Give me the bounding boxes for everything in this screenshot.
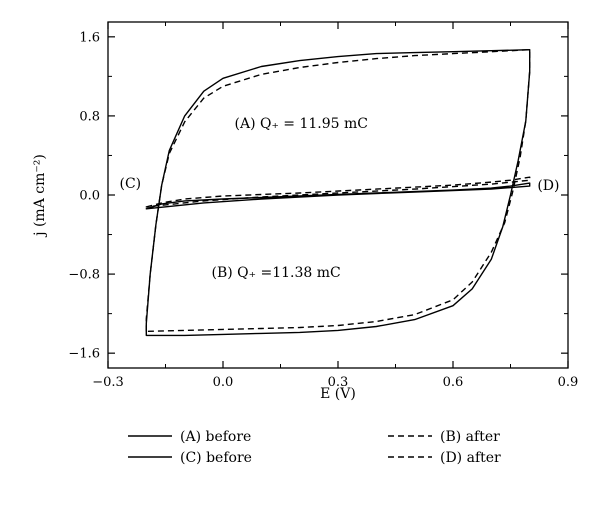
- series-line-2: [145, 49, 531, 333]
- x-tick-label: 0.6: [443, 375, 464, 390]
- x-tick-label: 0.3: [328, 375, 349, 390]
- y-tick-label: 0.0: [79, 189, 100, 204]
- y-tick-label: −0.8: [68, 268, 100, 283]
- annotation-3: (C): [120, 176, 142, 192]
- series-layer: [145, 49, 531, 337]
- legend-label: (C) before: [180, 450, 252, 466]
- major-ticks: [107, 22, 569, 368]
- legend-label: (A) before: [180, 429, 251, 445]
- y-tick-label: 0.8: [79, 109, 100, 124]
- x-tick-label: −0.3: [92, 375, 124, 390]
- y-tick-label: 1.6: [79, 30, 100, 45]
- x-tick-label: 0.0: [213, 375, 234, 390]
- legend: (A) before (B) after (C) before (D) after: [128, 429, 501, 466]
- annotation-4: (D): [537, 178, 559, 194]
- x-tick-label: 0.9: [558, 375, 579, 390]
- series-line-3: [145, 182, 531, 210]
- y-axis-title: j (mA cm⁻²): [32, 154, 48, 238]
- annotation-layer: (A) Q₊ = 11.95 mC (B) Q₊ =11.38 mC (C) (D): [120, 116, 560, 281]
- annotation-1: (A) Q₊ = 11.95 mC: [235, 116, 369, 132]
- series-line-1: [145, 49, 531, 337]
- x-axis-title: E (V): [320, 386, 356, 402]
- y-tick-label: −1.6: [68, 347, 100, 362]
- legend-label: (D) after: [440, 450, 501, 466]
- tick-labels: −0.3 0.0 0.3 0.6 0.9 −1.6 −0.8 0.0 0.8 1.6: [68, 30, 578, 390]
- minor-ticks: [108, 22, 568, 368]
- annotation-2: (B) Q₊ =11.38 mC: [212, 265, 341, 281]
- series-line-4: [145, 176, 531, 208]
- legend-label: (B) after: [440, 429, 500, 445]
